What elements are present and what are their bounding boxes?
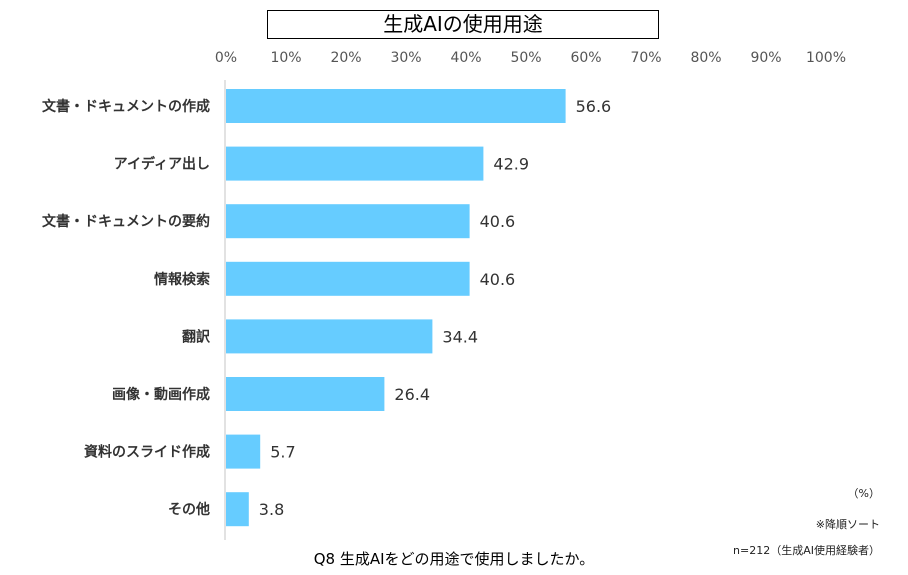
value-label: 40.6	[480, 212, 516, 231]
value-label: 42.9	[493, 155, 529, 174]
x-tick-label: 50%	[510, 50, 541, 66]
category-label: 資料のスライド作成	[84, 444, 210, 461]
category-label: アイディア出し	[114, 156, 210, 173]
x-tick-label: 80%	[690, 50, 721, 66]
bar	[226, 146, 484, 181]
unit-label: （%）	[847, 487, 880, 500]
x-tick-label: 70%	[630, 50, 661, 66]
category-label: 翻訳	[182, 328, 211, 345]
x-tick-label: 40%	[450, 50, 481, 66]
value-label: 34.4	[442, 327, 478, 346]
x-tick-label: 10%	[270, 50, 301, 66]
x-tick-label: 60%	[570, 50, 601, 66]
x-tick-label: 20%	[330, 50, 361, 66]
question-caption: Q8 生成AIをどの用途で使用しましたか。	[313, 550, 595, 568]
value-label: 40.6	[480, 270, 516, 289]
bar	[226, 89, 566, 123]
value-label: 56.6	[576, 97, 612, 116]
bar	[226, 492, 249, 527]
category-label: 画像・動画作成	[112, 386, 210, 403]
bar	[226, 377, 385, 411]
value-label: 3.8	[259, 500, 284, 519]
x-tick-label: 90%	[750, 50, 781, 66]
sort-note: ※降順ソート	[815, 518, 880, 531]
x-tick-label: 100%	[806, 50, 846, 66]
x-tick-label: 0%	[215, 50, 237, 66]
chart-title: 生成AIの使用用途	[267, 10, 659, 39]
x-tick-label: 30%	[390, 50, 421, 66]
category-label: 文書・ドキュメントの作成	[42, 98, 210, 115]
value-label: 26.4	[394, 385, 430, 404]
value-label: 5.7	[270, 443, 295, 462]
bar	[226, 319, 433, 354]
bar	[226, 434, 261, 469]
sample-note: n=212（生成AI使用経験者）	[733, 544, 880, 557]
bar	[226, 261, 470, 296]
category-label: その他	[168, 501, 210, 518]
bar	[226, 204, 470, 239]
category-label: 情報検索	[154, 271, 210, 288]
category-label: 文書・ドキュメントの要約	[42, 213, 210, 230]
